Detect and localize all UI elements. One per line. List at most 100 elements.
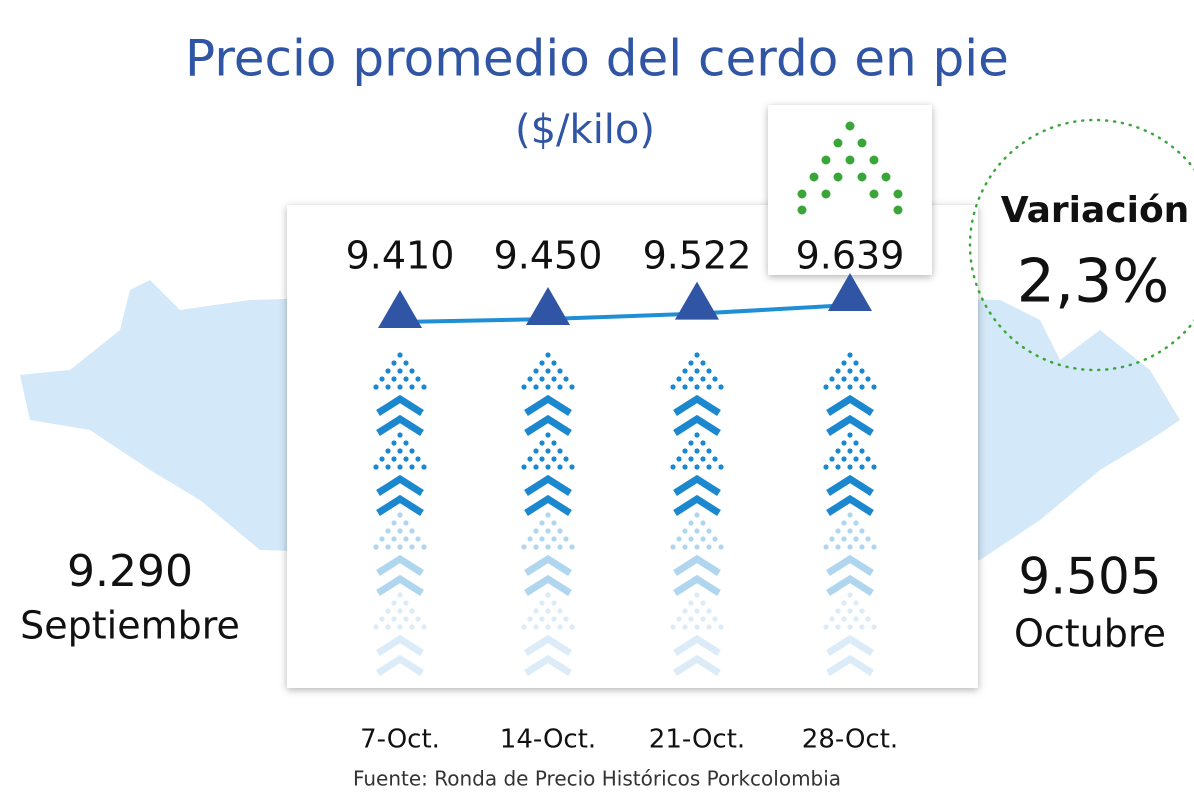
deco-dot xyxy=(694,368,699,373)
deco-dot xyxy=(569,624,574,629)
deco-dot xyxy=(409,544,414,549)
deco-dot xyxy=(545,592,550,597)
value-label: 9.522 xyxy=(643,234,752,278)
deco-dot xyxy=(700,456,705,461)
deco-dot xyxy=(391,600,396,605)
deco-dot xyxy=(403,536,408,541)
deco-dot xyxy=(415,616,420,621)
deco-dot xyxy=(533,528,538,533)
deco-dot xyxy=(373,544,378,549)
deco-dot xyxy=(545,352,550,357)
deco-dot xyxy=(545,512,550,517)
deco-dot xyxy=(682,544,687,549)
deco-dot xyxy=(557,544,562,549)
deco-dot xyxy=(539,456,544,461)
deco-dot xyxy=(551,520,556,525)
deco-dot xyxy=(391,376,396,381)
deco-dot xyxy=(682,608,687,613)
deco-dot xyxy=(551,456,556,461)
deco-dot xyxy=(533,368,538,373)
deco-dot xyxy=(385,368,390,373)
deco-dot xyxy=(847,384,852,389)
deco-dot xyxy=(841,360,846,365)
deco-dot xyxy=(545,368,550,373)
deco-dot xyxy=(545,544,550,549)
deco-dot xyxy=(409,368,414,373)
deco-dot xyxy=(397,592,402,597)
deco-dot xyxy=(391,536,396,541)
deco-dot xyxy=(521,544,526,549)
deco-dot xyxy=(563,376,568,381)
deco-dot xyxy=(853,456,858,461)
deco-dot xyxy=(397,544,402,549)
deco-dot xyxy=(829,456,834,461)
deco-dot xyxy=(373,464,378,469)
deco-dot xyxy=(865,536,870,541)
deco-dot xyxy=(563,456,568,461)
deco-dot xyxy=(403,376,408,381)
deco-dot xyxy=(841,616,846,621)
deco-dot xyxy=(694,544,699,549)
deco-dot xyxy=(533,624,538,629)
deco-dot xyxy=(835,464,840,469)
right-stat-value: 9.505 xyxy=(1018,548,1161,606)
deco-dot xyxy=(676,616,681,621)
deco-dot xyxy=(847,592,852,597)
deco-dot xyxy=(688,376,693,381)
left-stat-value: 9.290 xyxy=(67,546,193,597)
deco-dot xyxy=(391,616,396,621)
deco-dot xyxy=(853,616,858,621)
deco-dot xyxy=(694,448,699,453)
deco-dot xyxy=(700,440,705,445)
deco-dot xyxy=(700,616,705,621)
deco-dot xyxy=(539,440,544,445)
deco-dot xyxy=(688,520,693,525)
deco-dot xyxy=(823,464,828,469)
deco-dot xyxy=(557,608,562,613)
deco-dot xyxy=(397,384,402,389)
deco-dot xyxy=(688,616,693,621)
deco-dot xyxy=(682,528,687,533)
deco-dot xyxy=(421,464,426,469)
deco-dot xyxy=(706,368,711,373)
deco-dot xyxy=(841,600,846,605)
deco-dot xyxy=(871,624,876,629)
deco-dot xyxy=(835,528,840,533)
deco-dot xyxy=(569,544,574,549)
deco-dot xyxy=(847,464,852,469)
deco-dot xyxy=(551,360,556,365)
deco-dot xyxy=(694,512,699,517)
deco-dot xyxy=(539,360,544,365)
deco-dot xyxy=(533,464,538,469)
deco-dot xyxy=(557,528,562,533)
deco-dot xyxy=(409,384,414,389)
chart-title: Precio promedio del cerdo en pie xyxy=(185,30,1009,88)
deco-dot xyxy=(551,536,556,541)
value-label: 9.450 xyxy=(494,234,603,278)
deco-dot xyxy=(545,608,550,613)
left-stat-period: Septiembre xyxy=(20,604,240,648)
deco-dot xyxy=(403,456,408,461)
deco-dot xyxy=(403,520,408,525)
deco-dot xyxy=(823,384,828,389)
deco-dot xyxy=(682,448,687,453)
deco-dot xyxy=(712,376,717,381)
deco-dot xyxy=(545,528,550,533)
deco-dot xyxy=(533,384,538,389)
deco-dot xyxy=(539,376,544,381)
deco-dot xyxy=(539,616,544,621)
deco-dot xyxy=(539,520,544,525)
deco-dot xyxy=(853,536,858,541)
deco-dot xyxy=(379,456,384,461)
deco-dot xyxy=(521,384,526,389)
deco-dot xyxy=(397,528,402,533)
deco-dot xyxy=(557,464,562,469)
deco-dot xyxy=(533,608,538,613)
deco-dot xyxy=(835,384,840,389)
deco-dot xyxy=(563,536,568,541)
deco-dot xyxy=(676,456,681,461)
deco-dot xyxy=(706,608,711,613)
deco-dot xyxy=(569,464,574,469)
variation-title: Variación xyxy=(1001,190,1190,231)
deco-dot xyxy=(847,544,852,549)
